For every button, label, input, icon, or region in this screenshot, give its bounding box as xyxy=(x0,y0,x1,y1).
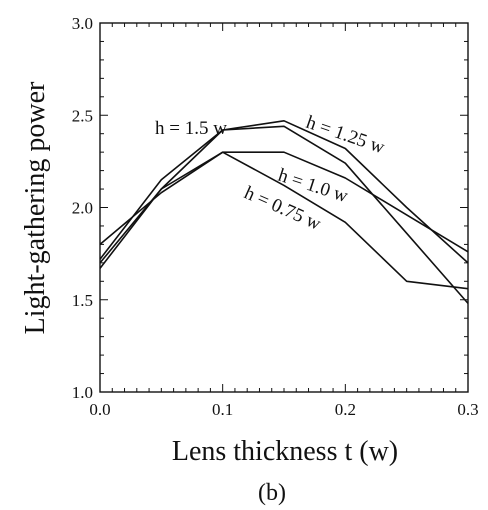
series-line-2 xyxy=(99,120,469,264)
y-axis-title: Light-gathering power xyxy=(20,81,51,334)
x-tick-label: 0.2 xyxy=(335,400,356,419)
x-tick-label: 0.1 xyxy=(212,400,233,419)
y-tick-label: 3.0 xyxy=(72,14,93,33)
x-tick-labels: 0.0 0.1 0.2 0.3 xyxy=(89,400,478,419)
series-line-1 xyxy=(99,125,469,304)
y-tick-label: 1.0 xyxy=(72,383,93,402)
x-axis-title: Lens thickness t (w) xyxy=(172,436,398,467)
y-tick-label: 1.5 xyxy=(72,291,93,310)
y-tick-labels: 1.0 1.5 2.0 2.5 3.0 xyxy=(72,14,93,402)
plot-frame xyxy=(99,22,469,393)
series-line-3 xyxy=(99,151,469,253)
y-tick-label: 2.0 xyxy=(72,199,93,218)
figure-caption: (b) xyxy=(258,480,286,506)
series-line-4 xyxy=(99,151,469,290)
x-tick-label: 0.0 xyxy=(89,400,110,419)
series-label-h-1-5: h = 1.5 w xyxy=(155,118,227,139)
y-tick-label: 2.5 xyxy=(72,106,93,125)
series-label-h-1-25: h = 1.25 w xyxy=(303,112,387,158)
x-tick-label: 0.3 xyxy=(457,400,478,419)
series-lines xyxy=(99,120,469,304)
